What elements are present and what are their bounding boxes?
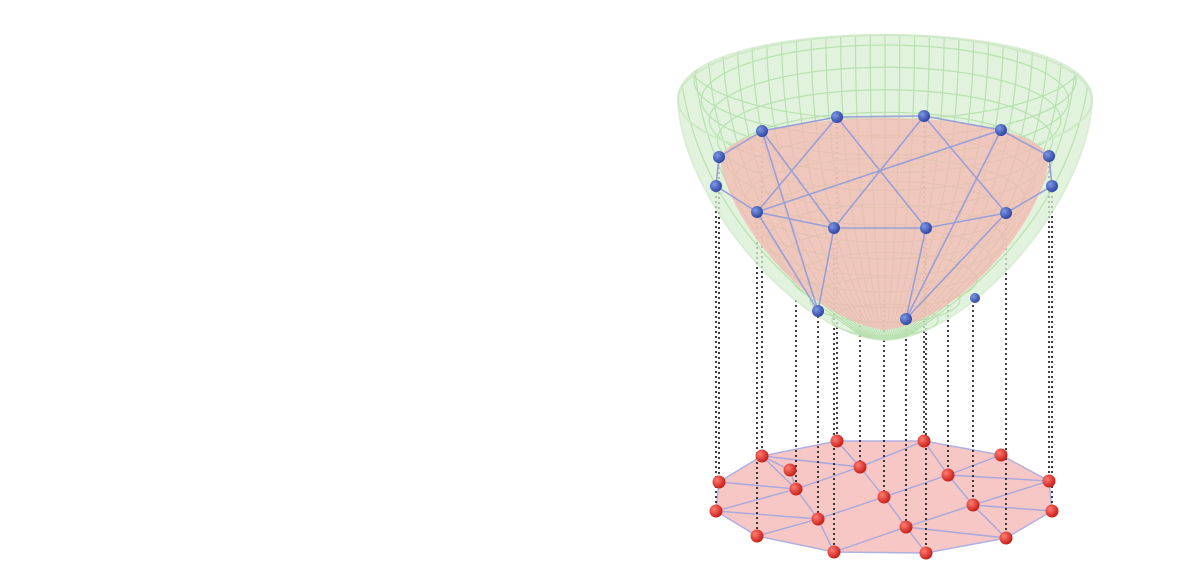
lifted-mesh-face xyxy=(720,118,1049,330)
base-mesh-edge xyxy=(883,474,949,498)
lifted-vertex xyxy=(1046,180,1058,192)
lifted-vertex xyxy=(828,222,840,234)
lifted-mesh-edge xyxy=(756,116,838,213)
lifted-mesh-edge xyxy=(761,130,835,229)
lifted-vertex xyxy=(751,206,763,218)
base-vertex xyxy=(1045,504,1059,518)
base-vertex xyxy=(789,482,803,496)
base-mesh-edge xyxy=(715,488,797,512)
base-vertex xyxy=(941,468,955,482)
base-mesh-edge xyxy=(795,466,861,490)
lifted-mesh-edge xyxy=(923,115,1007,214)
base-mesh-edge xyxy=(905,504,974,528)
base-vertex xyxy=(750,529,764,543)
lifted-vertex xyxy=(970,293,980,303)
base-mesh-edge xyxy=(761,455,861,468)
base-vertex xyxy=(877,490,891,504)
lifted-vertex xyxy=(1000,207,1012,219)
lifted-mesh-edge xyxy=(817,227,835,312)
base-mesh-edge xyxy=(972,504,1007,539)
lifted-mesh xyxy=(715,115,1053,330)
lifted-mesh-edge xyxy=(923,115,1002,131)
lifted-mesh-edge xyxy=(905,227,927,320)
lifted-vertex xyxy=(920,222,932,234)
lifted-mesh-edge xyxy=(905,129,1002,320)
base-mesh-edge xyxy=(756,518,819,537)
base-vertex xyxy=(899,520,913,534)
lifted-vertex xyxy=(995,124,1007,136)
base-mesh-edge xyxy=(817,496,885,520)
base-vertex xyxy=(919,546,933,560)
lifted-vertex xyxy=(713,151,725,163)
base-vertex xyxy=(783,463,797,477)
lifted-mesh-edge xyxy=(756,211,835,229)
base-mesh-edge xyxy=(923,440,949,476)
base-vertex xyxy=(712,475,726,489)
lifted-mesh-edge xyxy=(1000,129,1050,157)
base-mesh-edge xyxy=(715,510,819,520)
lifted-mesh-edges xyxy=(715,115,1053,320)
base-vertex xyxy=(709,504,723,518)
base-vertex xyxy=(811,512,825,526)
lifted-mesh-edge xyxy=(1005,185,1053,214)
base-mesh-edge xyxy=(718,481,797,490)
lifted-vertex xyxy=(710,180,722,192)
base-mesh-edge xyxy=(833,526,907,553)
base-mesh-edge xyxy=(972,480,1050,506)
lifted-mesh-edge xyxy=(761,130,819,312)
base-mesh-edge xyxy=(947,454,1002,476)
lifted-vertex xyxy=(918,110,930,122)
lifted-vertex xyxy=(1043,150,1055,162)
base-mesh-edge xyxy=(972,504,1053,512)
base-vertex xyxy=(830,434,844,448)
base-vertex xyxy=(1042,474,1056,488)
base-mesh-edge xyxy=(947,474,974,506)
base-vertex xyxy=(966,498,980,512)
base-vertex xyxy=(994,448,1008,462)
lifted-mesh-edge xyxy=(925,212,1007,229)
base-vertex xyxy=(999,531,1013,545)
lifted-mesh-edge xyxy=(905,212,1007,320)
base-mesh-edge xyxy=(761,455,797,490)
lifted-mesh-vertices xyxy=(710,110,1058,325)
base-mesh-edge xyxy=(859,440,925,468)
lifted-vertex xyxy=(831,111,843,123)
lifted-mesh-edge xyxy=(833,115,925,229)
lifted-mesh-edge xyxy=(718,130,763,158)
base-mesh-edge xyxy=(947,474,1050,482)
base-vertex xyxy=(853,460,867,474)
lifted-mesh-edge xyxy=(836,116,927,229)
lifted-vertex xyxy=(900,313,912,325)
lifted-mesh-edge xyxy=(761,116,838,132)
lifted-vertex xyxy=(812,305,824,317)
lifted-mesh-edge xyxy=(836,115,925,118)
base-vertex xyxy=(827,545,841,559)
base-vertex xyxy=(917,434,931,448)
base-mesh-vertices xyxy=(709,434,1059,560)
base-vertex xyxy=(755,449,769,463)
lifted-vertex xyxy=(756,125,768,137)
lifted-mesh-edge xyxy=(715,185,758,213)
base-mesh-edge xyxy=(905,526,1007,539)
lifted-mesh-edge xyxy=(756,129,1002,213)
lifted-mesh-edge xyxy=(756,211,819,312)
